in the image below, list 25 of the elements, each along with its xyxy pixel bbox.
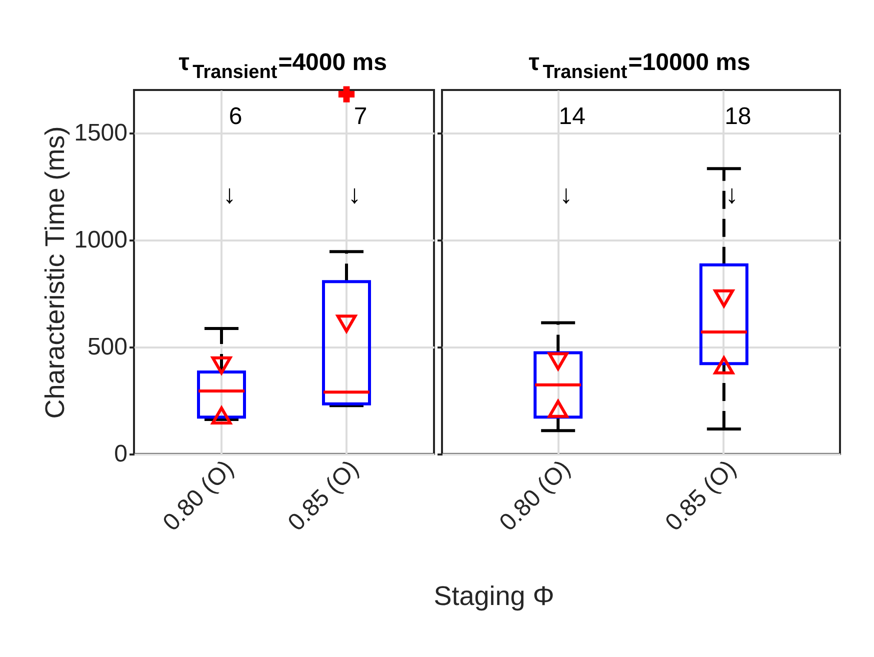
- x-axis-title: Staging Φ: [434, 581, 554, 611]
- annotation: ↓: [223, 179, 236, 209]
- point: [336, 314, 357, 333]
- point: [211, 406, 232, 424]
- point: [714, 289, 734, 308]
- annotation: 6: [228, 103, 242, 130]
- y-tick-label: 0: [114, 440, 128, 468]
- point: [548, 400, 568, 418]
- y-tick-label: 1500: [74, 119, 128, 146]
- annotation: ↓: [348, 179, 361, 209]
- y-tick-label: 1000: [74, 226, 128, 254]
- y-tick-label: 500: [87, 333, 128, 360]
- x-tick-label: 0.85 (O): [660, 455, 742, 536]
- x-tick-label: 0.80 (O): [158, 455, 240, 536]
- x-tick-label: 0.80 (O): [494, 455, 576, 536]
- point: [211, 356, 232, 374]
- annotation: ↓: [560, 179, 573, 209]
- annotation: ↓: [725, 179, 738, 209]
- x-tick-label: 0.85 (O): [282, 455, 364, 536]
- point: [714, 356, 734, 374]
- annotation: 18: [724, 103, 752, 130]
- annotation: 14: [558, 103, 586, 130]
- annotation: 7: [354, 103, 368, 130]
- y-axis-title: Characteristic Time (ms): [40, 126, 70, 419]
- point: [548, 352, 568, 370]
